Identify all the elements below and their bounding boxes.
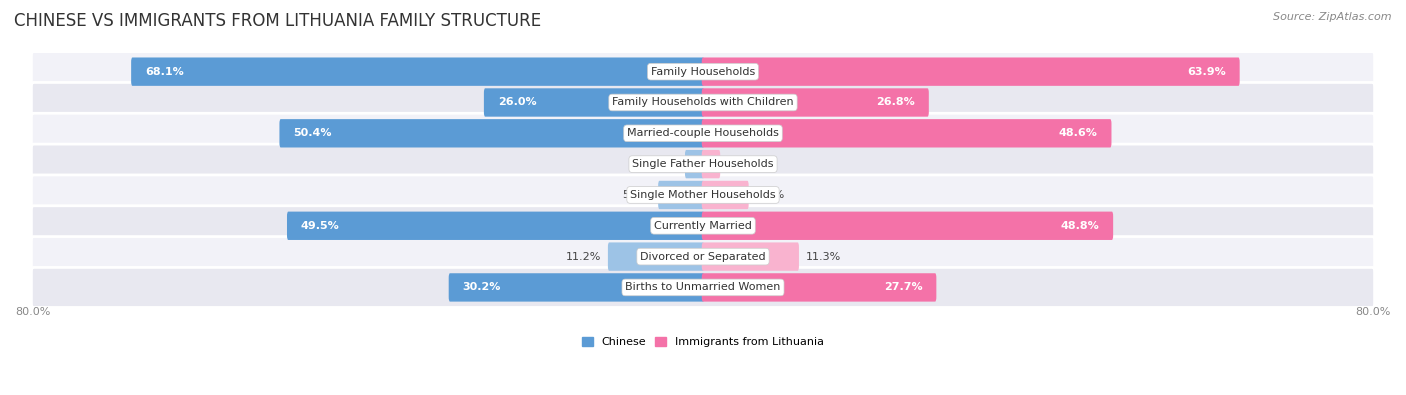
FancyBboxPatch shape <box>702 58 1240 86</box>
Text: Single Mother Households: Single Mother Households <box>630 190 776 200</box>
FancyBboxPatch shape <box>702 119 1112 147</box>
Text: 48.6%: 48.6% <box>1059 128 1098 138</box>
FancyBboxPatch shape <box>280 119 704 147</box>
Text: 30.2%: 30.2% <box>463 282 501 292</box>
FancyBboxPatch shape <box>31 52 1375 92</box>
Text: 50.4%: 50.4% <box>294 128 332 138</box>
Text: 68.1%: 68.1% <box>145 67 184 77</box>
FancyBboxPatch shape <box>31 113 1375 153</box>
Text: 63.9%: 63.9% <box>1187 67 1226 77</box>
FancyBboxPatch shape <box>31 206 1375 246</box>
FancyBboxPatch shape <box>287 212 704 240</box>
Text: 2.0%: 2.0% <box>650 159 678 169</box>
FancyBboxPatch shape <box>702 243 799 271</box>
Text: Family Households with Children: Family Households with Children <box>612 98 794 107</box>
FancyBboxPatch shape <box>702 212 1114 240</box>
FancyBboxPatch shape <box>607 243 704 271</box>
Text: Single Father Households: Single Father Households <box>633 159 773 169</box>
Text: 26.8%: 26.8% <box>876 98 915 107</box>
Text: Divorced or Separated: Divorced or Separated <box>640 252 766 261</box>
Text: CHINESE VS IMMIGRANTS FROM LITHUANIA FAMILY STRUCTURE: CHINESE VS IMMIGRANTS FROM LITHUANIA FAM… <box>14 12 541 30</box>
Text: 5.3%: 5.3% <box>756 190 785 200</box>
Text: 1.9%: 1.9% <box>727 159 755 169</box>
FancyBboxPatch shape <box>702 88 929 117</box>
Text: Source: ZipAtlas.com: Source: ZipAtlas.com <box>1274 12 1392 22</box>
FancyBboxPatch shape <box>702 273 936 302</box>
FancyBboxPatch shape <box>702 181 748 209</box>
Text: 5.2%: 5.2% <box>623 190 651 200</box>
FancyBboxPatch shape <box>658 181 704 209</box>
Text: Family Households: Family Households <box>651 67 755 77</box>
Text: 11.2%: 11.2% <box>565 252 600 261</box>
Legend: Chinese, Immigrants from Lithuania: Chinese, Immigrants from Lithuania <box>578 332 828 352</box>
Text: 26.0%: 26.0% <box>498 98 536 107</box>
Text: 27.7%: 27.7% <box>884 282 922 292</box>
Text: 49.5%: 49.5% <box>301 221 340 231</box>
FancyBboxPatch shape <box>31 237 1375 276</box>
FancyBboxPatch shape <box>685 150 704 178</box>
FancyBboxPatch shape <box>484 88 704 117</box>
FancyBboxPatch shape <box>131 58 704 86</box>
Text: Currently Married: Currently Married <box>654 221 752 231</box>
FancyBboxPatch shape <box>31 83 1375 122</box>
Text: 48.8%: 48.8% <box>1060 221 1099 231</box>
Text: Births to Unmarried Women: Births to Unmarried Women <box>626 282 780 292</box>
FancyBboxPatch shape <box>31 175 1375 215</box>
FancyBboxPatch shape <box>449 273 704 302</box>
FancyBboxPatch shape <box>31 267 1375 307</box>
Text: Married-couple Households: Married-couple Households <box>627 128 779 138</box>
FancyBboxPatch shape <box>702 150 720 178</box>
FancyBboxPatch shape <box>31 144 1375 184</box>
Text: 11.3%: 11.3% <box>806 252 841 261</box>
